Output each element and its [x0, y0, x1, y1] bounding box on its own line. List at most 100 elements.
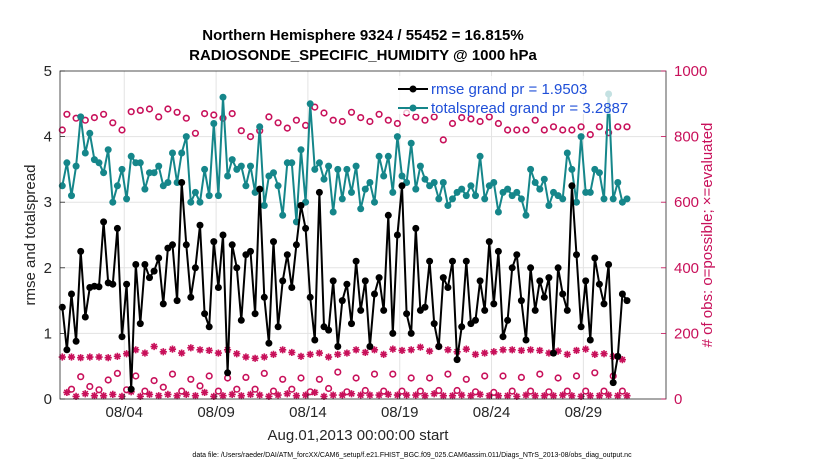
rmse-point [270, 238, 277, 246]
rmse-point [63, 346, 71, 354]
obs-evaluated-point [150, 342, 158, 351]
obs-evaluated-point [375, 391, 383, 399]
rmse-point [58, 303, 66, 311]
rmse-point [219, 231, 227, 239]
obs-possible-point [214, 387, 222, 395]
obs-possible-point [292, 116, 301, 124]
obs-evaluated-point [490, 348, 498, 356]
obs-possible-point [499, 372, 507, 380]
totalspread-point [517, 195, 525, 203]
obs-evaluated-point [444, 346, 452, 354]
totalspread-point [109, 198, 117, 206]
totalspread-point [237, 162, 245, 170]
rmse-point [426, 257, 434, 265]
obs-possible-point [508, 387, 516, 395]
obs-possible-point [531, 116, 539, 124]
obs-evaluated-point [329, 391, 337, 399]
totalspread-point [182, 133, 190, 141]
rmse-point [421, 303, 429, 311]
obs-possible-point [526, 387, 535, 395]
obs-possible-point [182, 114, 190, 122]
y-right-tick-label: 400 [674, 260, 699, 277]
rmse-point [191, 264, 199, 272]
obs-possible-point [338, 117, 346, 126]
rmse-point [412, 224, 420, 232]
obs-evaluated-point [334, 350, 342, 358]
rmse-point [600, 300, 608, 308]
rmse-point [472, 316, 479, 324]
rmse-point [311, 336, 319, 344]
rmse-point [609, 379, 617, 387]
totalspread-point [527, 165, 535, 173]
obs-evaluated-point [412, 391, 420, 399]
obs-evaluated-point [279, 346, 287, 354]
x-tick-label: 08/29 [565, 404, 603, 421]
legend-spread-marker [409, 104, 417, 112]
y-axis-left: 0 1 2 3 4 5 [44, 63, 65, 408]
obs-evaluated-point [90, 392, 99, 400]
totalspread-point [86, 129, 94, 137]
obs-evaluated-point [274, 391, 282, 399]
legend-spread-label: totalspread grand pr = 3.2887 [431, 100, 628, 117]
obs-evaluated-point [540, 392, 548, 400]
obs-evaluated-point [136, 392, 144, 400]
rmse-point [118, 333, 126, 341]
rmse-point [531, 306, 539, 314]
obs-possible-point [155, 113, 163, 121]
totalspread-point [63, 159, 71, 167]
totalspread-point [444, 202, 452, 209]
totalspread-point [540, 175, 548, 183]
obs-evaluated-point [614, 392, 622, 400]
obs-evaluated-point [407, 346, 415, 354]
x-tick-label: 08/04 [105, 404, 143, 421]
obs-evaluated-point [168, 345, 177, 353]
rmse-point [444, 284, 452, 291]
obs-possible-point [86, 382, 94, 391]
totalspread-point [123, 195, 131, 203]
totalspread-point [462, 192, 470, 200]
obs-evaluated-point [577, 392, 585, 400]
y-axis-right: 0 200 400 600 800 1000 [661, 63, 707, 408]
totalspread-point [398, 172, 406, 180]
rmse-point [522, 336, 530, 344]
rmse-point [182, 241, 190, 249]
rmse-point [490, 300, 498, 308]
y-tick-label: 4 [44, 129, 52, 146]
obs-possible-point [517, 373, 526, 382]
totalspread-series [58, 90, 631, 226]
obs-evaluated-point [605, 391, 613, 399]
rmse-point [260, 293, 268, 301]
obs-evaluated-point [122, 350, 131, 358]
totalspread-point [595, 169, 603, 177]
totalspread-point [476, 152, 484, 160]
obs-possible-point [448, 119, 457, 128]
totalspread-point [494, 208, 502, 216]
totalspread-point [531, 179, 539, 186]
totalspread-point [343, 165, 351, 173]
rmse-point [146, 274, 153, 282]
obs-evaluated-point [251, 354, 259, 362]
rmse-point [476, 277, 484, 285]
rmse-point [504, 316, 512, 324]
obs-evaluated-point [256, 391, 264, 399]
obs-evaluated-point [283, 390, 291, 398]
obs-possible-point [591, 369, 599, 377]
totalspread-point [270, 169, 277, 177]
obs-possible-point [421, 116, 429, 124]
obs-possible-point [191, 129, 199, 137]
totalspread-point [361, 185, 369, 193]
chart-title-line2: RADIOSONDE_SPECIFIC_HUMIDITY @ 1000 hPa [189, 47, 537, 64]
obs-evaluated-point [347, 390, 356, 398]
totalspread-point [352, 162, 360, 170]
obs-evaluated-point [421, 392, 429, 400]
rmse-point [435, 343, 443, 350]
totalspread-point [113, 182, 121, 190]
obs-possible-point [430, 113, 438, 121]
obs-possible-point [329, 116, 337, 124]
legend-box [394, 76, 662, 114]
rmse-point [123, 280, 131, 288]
rmse-point [205, 323, 213, 331]
obs-evaluated-point [104, 354, 112, 362]
rmse-point [155, 254, 163, 262]
obs-possible-point [127, 108, 135, 116]
